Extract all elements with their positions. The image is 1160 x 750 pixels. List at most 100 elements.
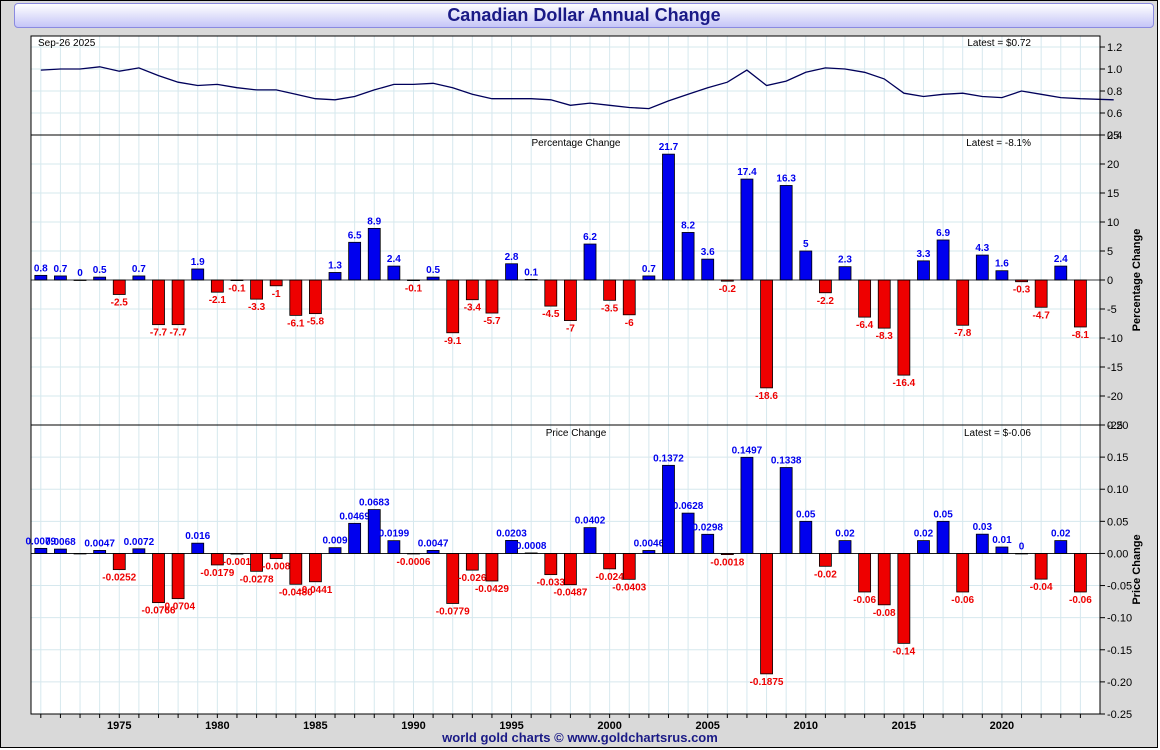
plot-background: [31, 36, 1100, 714]
data-label-1975: -0.0252: [102, 573, 136, 584]
bar-2008: [760, 553, 773, 675]
data-label-1976: 0.7: [132, 264, 146, 275]
data-label-1979: 1.9: [191, 257, 205, 268]
data-label-1990: -0.0006: [397, 557, 431, 568]
data-label-2022: -0.04: [1030, 582, 1053, 593]
bar-1978: [171, 279, 185, 326]
bar-2005: [701, 258, 715, 281]
data-label-2024: -8.1: [1072, 330, 1090, 341]
bar-1984: [289, 553, 303, 585]
bar-1975: [112, 279, 126, 295]
bar-1997: [544, 279, 558, 307]
bar-1984: [289, 279, 303, 316]
data-label-1982: -3.3: [248, 302, 266, 313]
data-label-2012: 0.02: [835, 529, 855, 540]
bar-2005: [701, 533, 715, 554]
data-label-2020: 0.01: [992, 535, 1012, 546]
bar-1977: [152, 553, 165, 604]
bar-2004: [681, 232, 695, 281]
bar-2020: [995, 546, 1009, 554]
bar-1994: [485, 279, 499, 314]
bar-1983: [269, 279, 283, 287]
bar-1998: [564, 553, 577, 586]
y-tick-label: -5: [1107, 304, 1117, 316]
bar-1988: [367, 227, 381, 281]
bar-1980: [210, 279, 224, 293]
bar-1991: [426, 550, 440, 554]
bar-1997: [544, 553, 558, 576]
bar-2018: [956, 279, 970, 326]
data-label-2010: 5: [803, 239, 809, 250]
data-label-1979: 0.016: [185, 531, 210, 542]
bar-2002: [642, 550, 656, 554]
bar-2010: [799, 250, 813, 281]
bar-1979: [191, 268, 205, 281]
bar-2015: [897, 553, 911, 644]
data-label-2023: 0.02: [1051, 529, 1071, 540]
date-label: Sep-26 2025: [38, 38, 96, 49]
data-label-1978: -7.7: [169, 328, 187, 339]
data-label-1985: -0.0441: [298, 585, 332, 596]
y-tick-label: 0.20: [1107, 420, 1128, 432]
data-label-1971: 0.0079: [26, 536, 57, 547]
data-label-1992: -0.0779: [436, 606, 470, 617]
bar-2022: [1034, 553, 1048, 580]
data-label-1983: -0.008: [262, 562, 291, 573]
bar-2012: [838, 540, 852, 554]
data-label-1987: 6.5: [348, 230, 362, 241]
data-label-2022: -4.7: [1033, 310, 1051, 321]
data-label-1995: 2.8: [505, 252, 519, 263]
data-label-1984: -0.0480: [279, 587, 313, 598]
bar-2009: [779, 185, 793, 281]
data-label-2002: 0.7: [642, 264, 656, 275]
bar-2024: [1073, 553, 1087, 593]
y-tick-label: 1.0: [1107, 64, 1122, 76]
data-label-1986: 0.009: [323, 536, 348, 547]
data-label-2009: 16.3: [776, 173, 796, 184]
x-tick-label: 1985: [303, 720, 327, 732]
data-label-2013: -6.4: [856, 320, 874, 331]
data-label-2018: -7.8: [954, 328, 972, 339]
y-tick-label: -0.15: [1107, 645, 1132, 657]
data-label-1996: 0.0008: [516, 541, 547, 552]
data-label-2018: -0.06: [951, 595, 974, 606]
bar-1982: [250, 279, 263, 300]
bar-1993: [465, 553, 479, 571]
bar-2013: [858, 553, 872, 593]
data-label-1997: -4.5: [542, 309, 560, 320]
bar-2011: [818, 279, 832, 294]
data-label-2016: 3.3: [917, 249, 931, 260]
bar-1998: [564, 279, 577, 321]
bar-2017: [936, 239, 950, 281]
data-label-2015: -16.4: [892, 378, 915, 389]
bar-2020: [995, 270, 1009, 281]
x-tick-label: 2010: [794, 720, 818, 732]
bar-1986: [328, 272, 342, 281]
footer-credit: world gold charts © www.goldchartsrus.co…: [442, 730, 718, 745]
y-tick-label: 1.2: [1107, 42, 1122, 54]
y-axis-label: Percentage Change: [1131, 229, 1143, 332]
data-label-1973: 0: [77, 268, 83, 279]
bar-2019: [975, 254, 989, 281]
bar-1975: [112, 553, 126, 571]
y-tick-label: 25: [1107, 130, 1119, 142]
bar-2014: [877, 553, 891, 606]
y-tick-label: 0.00: [1107, 548, 1128, 560]
bar-2003: [662, 153, 675, 281]
data-label-1994: -0.0429: [475, 584, 509, 595]
x-tick-label: 2005: [695, 720, 719, 732]
y-tick-label: 10: [1107, 217, 1119, 229]
y-tick-label: 20: [1107, 159, 1119, 171]
bar-1977: [152, 279, 165, 326]
y-tick-label: 0.05: [1107, 516, 1128, 528]
data-label-1989: 2.4: [387, 254, 401, 265]
bar-2001: [622, 553, 636, 580]
data-label-1998: -7: [566, 324, 575, 335]
data-label-2001: -6: [625, 318, 634, 329]
data-label-2000: -3.5: [601, 303, 619, 314]
bar-1991: [426, 276, 440, 281]
data-label-2017: 6.9: [936, 228, 950, 239]
bar-2009: [779, 467, 793, 554]
bar-1989: [387, 540, 401, 554]
